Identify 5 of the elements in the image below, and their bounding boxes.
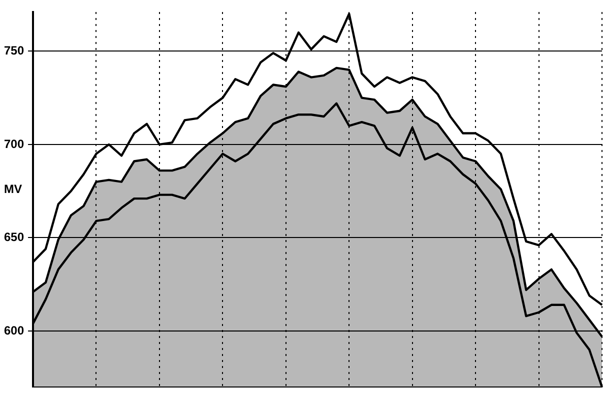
y-tick-label: 700: [4, 136, 24, 151]
y-tick-label: 650: [4, 230, 24, 244]
y-tick-label: 600: [4, 323, 24, 338]
y-tick-label: 750: [4, 43, 24, 58]
y-axis-title: MV: [4, 182, 22, 196]
